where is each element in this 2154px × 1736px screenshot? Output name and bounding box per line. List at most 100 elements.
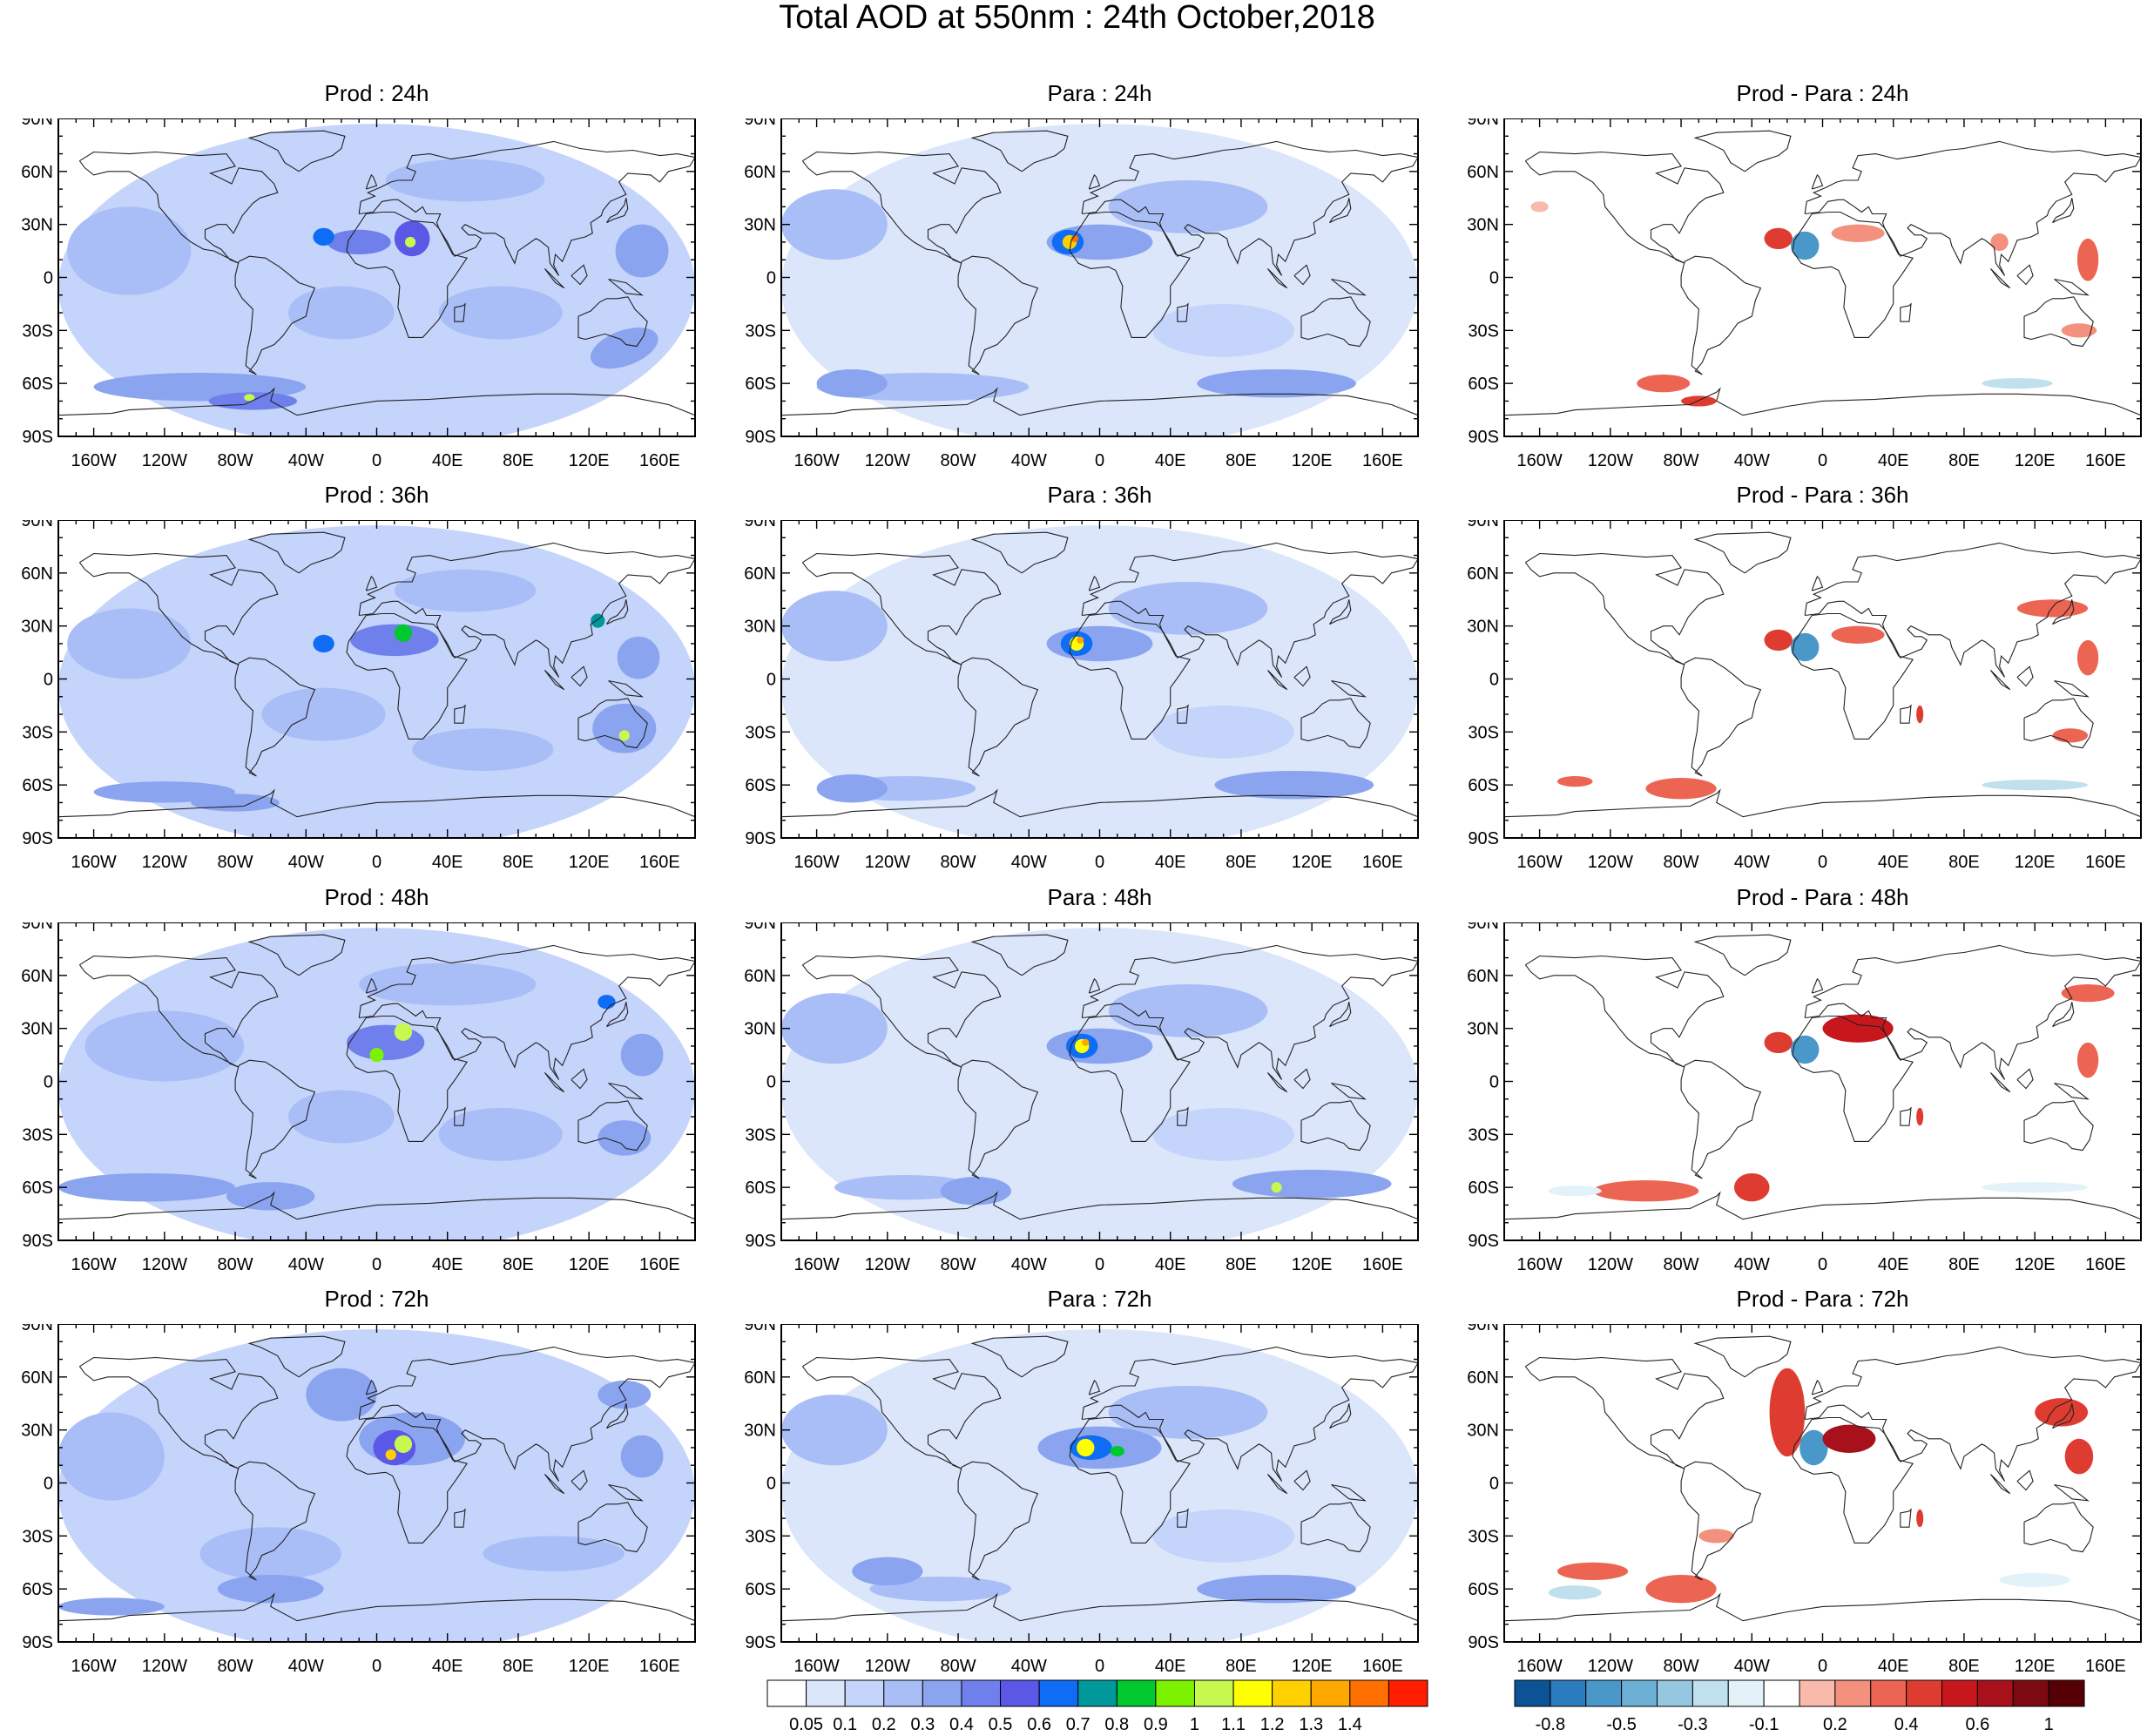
- coastline: [2052, 1002, 2075, 1028]
- coastline: [365, 977, 378, 994]
- lat-tick-label: 90N: [1467, 922, 1499, 933]
- lon-tick-label: 80E: [503, 853, 534, 872]
- map-background: [1504, 118, 2141, 436]
- aod-plume: [781, 591, 888, 662]
- coastline: [1504, 1191, 2141, 1220]
- lat-tick-label: 90S: [22, 1232, 53, 1251]
- aod-plume: [620, 1435, 664, 1478]
- aod-plume: [2061, 323, 2097, 338]
- lat-tick-label: 60N: [744, 163, 776, 182]
- lon-tick-label: 80E: [503, 1657, 534, 1676]
- colorbar-label: 0.2: [872, 1715, 896, 1734]
- lat-tick-label: 90S: [1468, 428, 1499, 447]
- lon-tick-label: 160W: [793, 1255, 839, 1274]
- aod-plume: [1790, 231, 1820, 260]
- coastline: [1804, 542, 2141, 678]
- coastline: [1804, 944, 2141, 1080]
- coastline: [1504, 788, 2141, 818]
- aod-plume: [58, 1172, 236, 1202]
- difference-colorbar: -0.8 -0.5 -0.3 -0.1 0.2 0.4 0.6 1: [1514, 1679, 2085, 1734]
- coastline: [1081, 1346, 1418, 1482]
- aod-plume: [591, 613, 605, 628]
- coastline: [957, 1461, 1039, 1581]
- lon-tick-label: 120W: [865, 1255, 910, 1274]
- coastline: [1524, 151, 1725, 264]
- aod-plume: [1556, 776, 1593, 787]
- panel-title: Para : 48h: [1047, 884, 1152, 910]
- colorbar-label: 0.9: [1144, 1715, 1168, 1734]
- coastline: [571, 1469, 588, 1491]
- colorbar-box: [2012, 1679, 2049, 1707]
- aod-plume: [598, 1120, 652, 1156]
- aod-plume: [313, 227, 334, 246]
- lon-tick-label: 160E: [639, 853, 680, 872]
- coastline: [234, 657, 316, 777]
- colorbar-box: [883, 1679, 923, 1707]
- coastline: [957, 1059, 1039, 1179]
- lat-tick-label: 60S: [22, 1580, 53, 1599]
- lon-tick-label: 40W: [1011, 1255, 1047, 1274]
- aod-plume: [1916, 705, 1924, 724]
- coastline: [1693, 531, 1792, 574]
- colorbar-label: 0.2: [1823, 1715, 1847, 1734]
- aod-plume: [1077, 636, 1084, 644]
- coastline: [801, 1356, 1002, 1469]
- lat-tick-label: 30S: [22, 321, 53, 341]
- lon-tick-label: 80W: [940, 1657, 976, 1676]
- lon-tick-label: 0: [372, 1255, 382, 1274]
- lat-tick-label: 30N: [744, 1422, 776, 1441]
- coastline: [1081, 944, 1418, 1080]
- coastline: [346, 211, 468, 338]
- colorbar-label: 1.2: [1260, 1715, 1285, 1734]
- colorbar-label: 1.1: [1221, 1715, 1246, 1734]
- lat-tick-label: 60S: [22, 1179, 53, 1198]
- coastline: [970, 531, 1069, 574]
- colorbar-box: [2048, 1679, 2085, 1707]
- coastline: [1177, 1106, 1189, 1126]
- colorbar-label: 0.5: [989, 1715, 1013, 1734]
- lon-tick-label: 40E: [1155, 853, 1186, 872]
- aod-plume: [1082, 1038, 1090, 1046]
- aod-plume: [385, 159, 545, 202]
- panel-title: Prod : 48h: [324, 884, 429, 910]
- lat-tick-label: 30S: [745, 1125, 776, 1145]
- lon-tick-label: 80E: [1948, 853, 1980, 872]
- lon-tick-label: 40W: [1011, 451, 1047, 470]
- aod-plume: [208, 392, 298, 410]
- aod-plume: [618, 730, 630, 741]
- aod-plume: [1197, 1574, 1356, 1604]
- aod-plume: [1999, 1572, 2070, 1588]
- coastline: [571, 665, 588, 687]
- lat-tick-label: 30N: [21, 216, 53, 235]
- lon-tick-label: 160W: [1516, 1657, 1562, 1676]
- aod-plume: [1645, 1574, 1717, 1604]
- lon-tick-label: 80W: [1663, 1657, 1698, 1676]
- coastline: [234, 255, 316, 375]
- coastline: [1989, 1072, 2011, 1093]
- lat-tick-label: 60S: [745, 1179, 776, 1198]
- coastline: [577, 1100, 648, 1152]
- panel-title: Para : 36h: [1047, 482, 1152, 508]
- aod-plume: [1769, 1368, 1806, 1457]
- aod-plume: [67, 608, 192, 679]
- lon-tick-label: 120E: [569, 1657, 610, 1676]
- aod-plume: [1822, 1014, 1894, 1043]
- coastline: [1524, 955, 1725, 1068]
- coastline: [1693, 130, 1792, 172]
- coastline: [1804, 1346, 2141, 1482]
- lat-tick-label: 30N: [1467, 1020, 1499, 1039]
- aod-plume: [1110, 1445, 1124, 1457]
- coastline: [78, 552, 279, 665]
- colorbar-label: 1.3: [1299, 1715, 1323, 1734]
- coastline: [2054, 679, 2090, 698]
- aod-plume: [781, 525, 1418, 838]
- aod-plume: [1645, 778, 1717, 800]
- coastline: [957, 255, 1039, 375]
- coastline: [1329, 1002, 1352, 1028]
- lon-tick-label: 120E: [2015, 451, 2056, 470]
- coastline: [1069, 612, 1191, 740]
- aod-plume: [394, 1023, 413, 1041]
- aod-plume: [350, 624, 439, 657]
- lon-tick-label: 160W: [71, 451, 116, 470]
- coastline: [2052, 198, 2075, 224]
